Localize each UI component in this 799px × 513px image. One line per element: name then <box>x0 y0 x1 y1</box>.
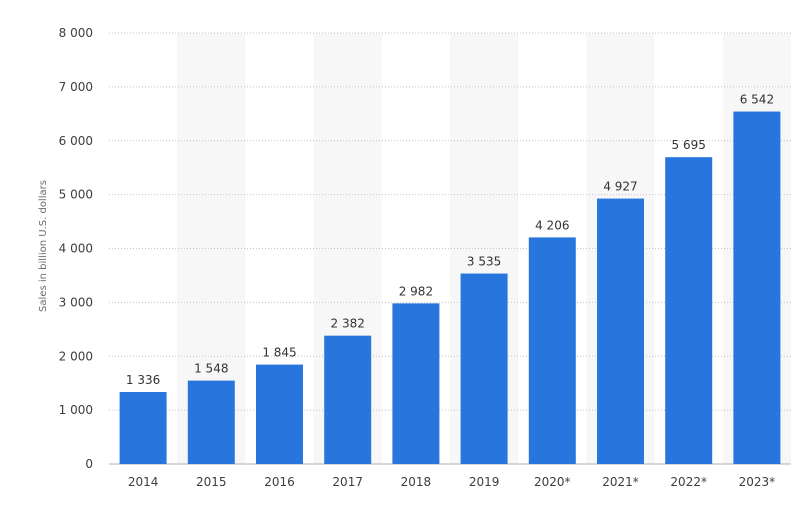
x-tick-label: 2018 <box>401 475 432 489</box>
y-axis-title: Sales in billion U.S. dollars <box>38 180 49 312</box>
bar <box>597 198 644 465</box>
bar-value-label: 6 542 <box>740 93 774 107</box>
bar-value-label: 5 695 <box>672 138 706 152</box>
x-tick-label: 2017 <box>332 475 363 489</box>
bar-value-label: 1 548 <box>194 362 228 376</box>
bar <box>528 237 576 464</box>
x-tick-label: 2019 <box>469 475 500 489</box>
y-tick-label: 0 <box>85 457 93 471</box>
y-tick-label: 7 000 <box>59 80 93 94</box>
bar <box>187 380 235 464</box>
x-tick-label: 2014 <box>128 475 159 489</box>
bar <box>324 335 372 464</box>
y-tick-label: 4 000 <box>59 242 93 256</box>
y-tick-label: 3 000 <box>59 295 93 309</box>
x-tick-label: 2023* <box>739 475 776 489</box>
bar <box>733 111 781 465</box>
bar-value-label: 4 206 <box>535 218 569 232</box>
x-tick-label: 2021* <box>602 475 639 489</box>
bar <box>119 392 167 464</box>
bar-value-label: 2 982 <box>399 284 433 298</box>
y-tick-label: 1 000 <box>59 403 93 417</box>
x-tick-label: 2020* <box>534 475 571 489</box>
bar-value-label: 2 382 <box>331 317 365 331</box>
bar <box>256 364 303 464</box>
bar-value-label: 4 927 <box>603 180 637 194</box>
bar-value-label: 1 336 <box>126 373 160 387</box>
bars: 1 336 1 548 1 845 2 382 2 982 3 535 4 206 4 927… <box>119 93 781 465</box>
bar-value-label: 1 845 <box>262 346 296 360</box>
x-tick-label: 2016 <box>264 475 295 489</box>
y-tick-label: 5 000 <box>59 188 93 202</box>
bar <box>665 157 713 464</box>
y-tick-label: 2 000 <box>59 349 93 363</box>
x-tick-label: 2022* <box>670 475 707 489</box>
bar <box>460 273 508 464</box>
y-tick-label: 8 000 <box>59 26 93 40</box>
x-tick-label: 2015 <box>196 475 227 489</box>
x-axis-ticks: 2014 2015 2016 2017 2018 2019 2020* 2021* 2022* 2… <box>128 475 775 489</box>
y-tick-label: 6 000 <box>59 134 93 148</box>
bar <box>392 303 440 464</box>
bar-value-label: 3 535 <box>467 255 501 269</box>
y-axis-ticks: 0 1 000 2 000 3 000 4 000 5 000 6 000 7 000 8 00… <box>59 26 93 471</box>
